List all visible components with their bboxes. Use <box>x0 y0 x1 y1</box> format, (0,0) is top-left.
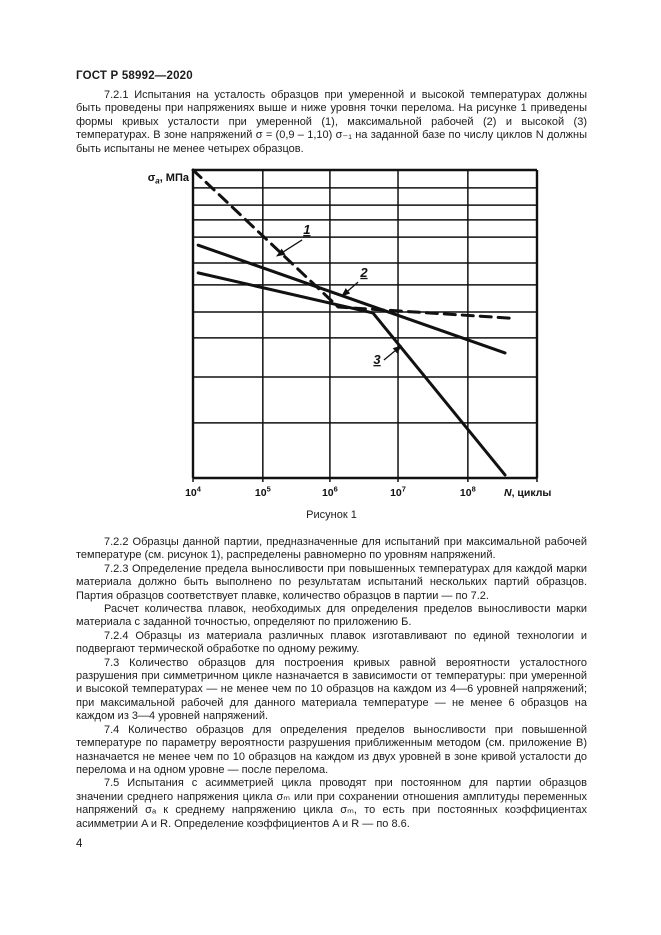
x-tick-label: 108 <box>460 485 476 500</box>
paragraph-7-3: 7.3 Количество образцов для построения к… <box>76 656 587 723</box>
paragraph-7-2-1: 7.2.1 Испытания на усталость образцов пр… <box>76 89 587 155</box>
leader-arrow-1 <box>276 239 303 257</box>
paragraph-7-5: 7.5 Испытания с асимметрией цикла провод… <box>76 777 587 830</box>
y-axis-label: σa, МПа <box>148 172 190 186</box>
leader-arrow-3 <box>383 345 402 361</box>
curve-label-3: 3 <box>373 352 381 367</box>
page-number: 4 <box>76 838 83 850</box>
curve-2 <box>196 243 507 355</box>
paragraph-7-2-3: 7.2.3 Определение предела выносливости п… <box>76 562 587 602</box>
figure-1-fatigue-curves-chart: 1 2 3 104 105 106 107 108 N, циклы σa, МПа <box>148 168 551 500</box>
body-text-lower: 7.2.2 Образцы данной партии, предназначе… <box>76 536 587 831</box>
curve-1 <box>191 168 512 320</box>
x-tick-label: 105 <box>255 485 271 500</box>
leader-arrow-2 <box>341 281 359 297</box>
curve-3 <box>196 271 507 477</box>
x-tick-label: 107 <box>390 485 406 500</box>
document-number: ГОСТ Р 58992—2020 <box>76 70 193 82</box>
paragraph-7-4: 7.4 Количество образцов для определения … <box>76 723 587 776</box>
x-tick-label: 106 <box>322 485 338 500</box>
curve-label-1: 1 <box>303 222 310 237</box>
paragraph-7-2-2: 7.2.2 Образцы данной партии, предназначе… <box>76 536 587 562</box>
paragraph-7-2-4: 7.2.4 Образцы из материала различных пла… <box>76 629 587 656</box>
paragraph-7-2-3-cont: Расчет количества плавок, необходимых дл… <box>76 603 587 629</box>
x-tick-label: 104 <box>185 485 202 500</box>
body-text-upper: 7.2.1 Испытания на усталость образцов пр… <box>76 89 587 156</box>
figure-caption: Рисунок 1 <box>306 509 357 521</box>
curve-label-2: 2 <box>359 265 368 280</box>
x-axis-label: N, циклы <box>504 487 551 499</box>
